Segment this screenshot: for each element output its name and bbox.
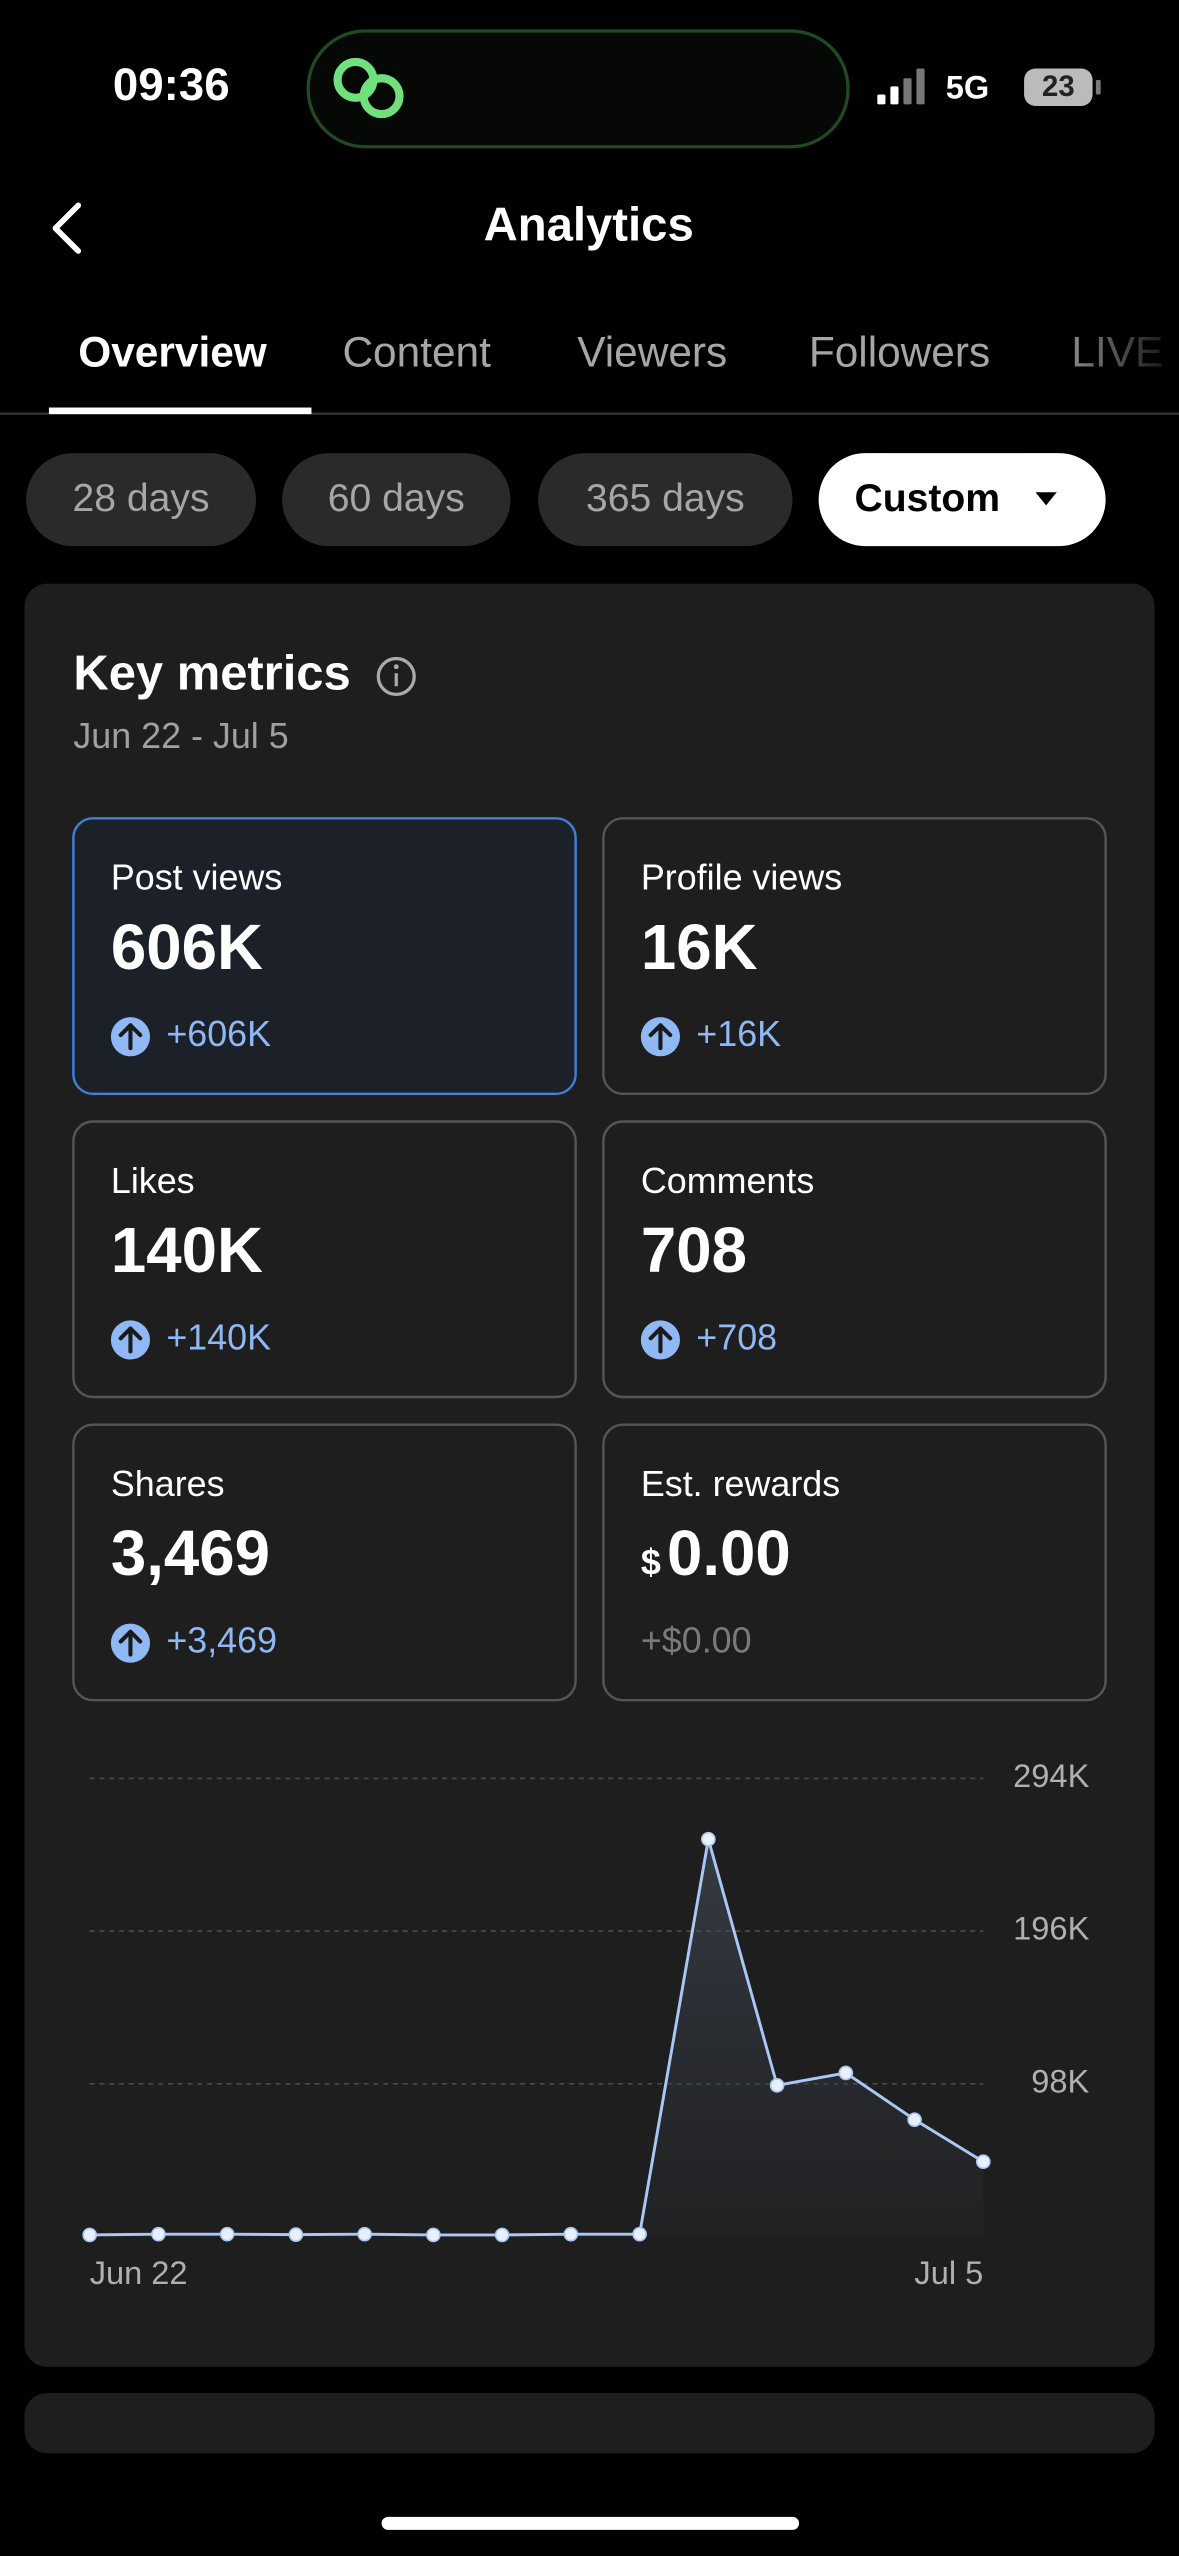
data-point [494, 2227, 510, 2243]
metric-change: +16K [696, 1014, 781, 1054]
y-tick-label: 294K [1013, 1757, 1089, 1794]
metric-value: 16K [641, 912, 758, 983]
range-label[interactable]: 28 days [73, 477, 210, 520]
home-indicator [381, 2516, 800, 2530]
metric-label: Comments [641, 1161, 814, 1201]
bottom-bar [0, 2453, 1179, 2556]
data-point [907, 2112, 922, 2127]
metric-box[interactable] [72, 1120, 577, 1399]
page-title: Analytics [484, 199, 694, 252]
metric-change: +606K [166, 1014, 271, 1054]
up-arrow [648, 1023, 673, 1051]
range-label[interactable]: 60 days [328, 477, 465, 520]
data-point [151, 2226, 166, 2242]
data-point [838, 2065, 854, 2081]
tab-divider [0, 412, 1179, 415]
tab[interactable]: Followers [809, 329, 990, 376]
battery-icon [1024, 68, 1093, 106]
data-point [701, 1831, 716, 1847]
metric-box[interactable] [72, 817, 577, 1096]
metric-change: +708 [696, 1317, 777, 1357]
dynamic-island [306, 29, 850, 149]
metric-change: +$0.00 [641, 1621, 752, 1661]
data-point [288, 2227, 304, 2242]
metric-value: 140K [111, 1215, 263, 1286]
y-tick-label: 98K [1031, 2062, 1089, 2099]
metric-label: Likes [111, 1161, 195, 1201]
x-tick-label: Jul 5 [914, 2254, 983, 2291]
info-icon[interactable] [376, 656, 416, 697]
metric-label: Profile views [641, 858, 842, 898]
y-tick-label: 196K [1013, 1910, 1089, 1947]
up-arrow [118, 1629, 143, 1657]
up-arrow [118, 1326, 143, 1354]
range-label[interactable]: Custom [854, 477, 1000, 520]
metric-box[interactable] [602, 1423, 1107, 1702]
range-label[interactable]: 365 days [586, 477, 745, 520]
tab-fade [1043, 293, 1179, 411]
line [89, 1838, 985, 2237]
tab[interactable]: Overview [78, 329, 268, 376]
network-label: 5G [946, 68, 989, 105]
dropdown-caret [1035, 492, 1057, 506]
data-point [82, 2227, 98, 2243]
metric-box[interactable] [602, 1120, 1107, 1399]
metric-value: 708 [641, 1215, 747, 1286]
range-pill[interactable] [538, 453, 793, 547]
line-area [89, 1839, 984, 2237]
data-point [769, 2078, 785, 2093]
back-button[interactable] [52, 202, 82, 254]
metric-box[interactable] [602, 817, 1107, 1096]
metric-label: Post views [111, 858, 282, 898]
data-point [563, 2226, 579, 2242]
card-title: Key metrics [73, 646, 350, 700]
metric-value: 0.00 [667, 1518, 791, 1589]
metric-grid: Post views 606K +606K Profile views 16K +16K L… [72, 817, 1107, 1702]
tab-indicator [48, 407, 312, 415]
metric-value: 606K [111, 912, 263, 983]
next-card [24, 2392, 1155, 2454]
tab[interactable]: Viewers [577, 329, 727, 376]
data-point [426, 2227, 441, 2243]
metric-box[interactable] [72, 1423, 577, 1702]
metric-label: Est. rewards [641, 1464, 840, 1504]
tab[interactable]: Content [342, 329, 491, 376]
chart: 98K 196K 294K Jun 22 Jul 5 [82, 1757, 1090, 2291]
status-time: 09:36 [113, 59, 230, 110]
up-arrow [118, 1023, 143, 1051]
metric-change: +3,469 [166, 1621, 277, 1661]
battery-level: 23 [1042, 70, 1075, 103]
range-pill[interactable] [818, 453, 1106, 547]
metric-label: Shares [111, 1464, 225, 1504]
data-point [632, 2226, 647, 2242]
battery-tip [1095, 79, 1101, 95]
metric-change: +140K [166, 1317, 271, 1357]
signal-icon [877, 68, 925, 105]
data-point [219, 2226, 235, 2242]
data-point [975, 2154, 991, 2170]
data-point [357, 2226, 372, 2242]
metric-currency: $ [641, 1542, 661, 1582]
range-pill[interactable] [282, 453, 511, 547]
up-arrow [648, 1326, 673, 1354]
date-range: Jun 22 - Jul 5 [73, 716, 288, 756]
x-tick-label: Jun 22 [90, 2254, 188, 2291]
range-pill[interactable] [26, 453, 257, 547]
range-selector: 28 days 60 days 365 days Custom [26, 453, 1106, 547]
app-icon [333, 57, 404, 119]
metric-value: 3,469 [111, 1518, 270, 1589]
